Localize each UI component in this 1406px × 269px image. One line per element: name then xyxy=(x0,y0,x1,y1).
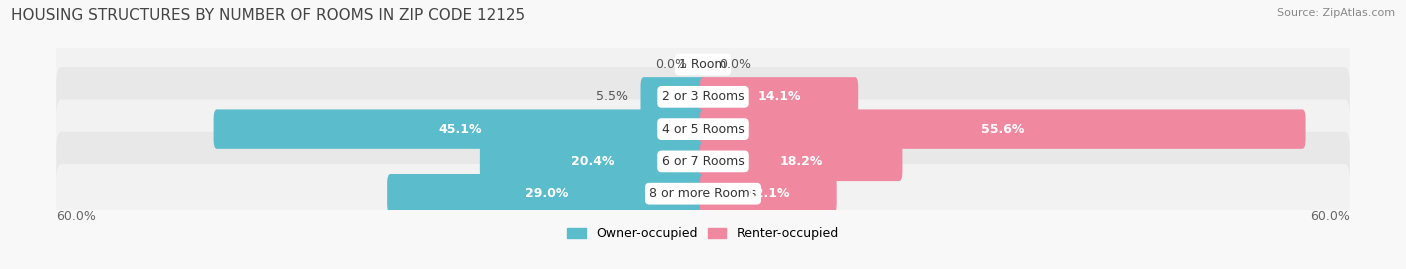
FancyBboxPatch shape xyxy=(700,77,858,116)
FancyBboxPatch shape xyxy=(700,142,903,181)
Text: 45.1%: 45.1% xyxy=(439,123,482,136)
Text: 5.5%: 5.5% xyxy=(596,90,627,103)
FancyBboxPatch shape xyxy=(700,109,1306,149)
Text: 8 or more Rooms: 8 or more Rooms xyxy=(650,187,756,200)
Text: 29.0%: 29.0% xyxy=(524,187,568,200)
Text: 1 Room: 1 Room xyxy=(679,58,727,71)
FancyBboxPatch shape xyxy=(214,109,706,149)
FancyBboxPatch shape xyxy=(56,132,1350,191)
FancyBboxPatch shape xyxy=(56,100,1350,159)
Text: HOUSING STRUCTURES BY NUMBER OF ROOMS IN ZIP CODE 12125: HOUSING STRUCTURES BY NUMBER OF ROOMS IN… xyxy=(11,8,526,23)
Text: 0.0%: 0.0% xyxy=(655,58,688,71)
Legend: Owner-occupied, Renter-occupied: Owner-occupied, Renter-occupied xyxy=(562,222,844,245)
FancyBboxPatch shape xyxy=(56,35,1350,94)
Text: Source: ZipAtlas.com: Source: ZipAtlas.com xyxy=(1277,8,1395,18)
Text: 55.6%: 55.6% xyxy=(981,123,1025,136)
Text: 0.0%: 0.0% xyxy=(720,58,751,71)
FancyBboxPatch shape xyxy=(387,174,706,213)
FancyBboxPatch shape xyxy=(641,77,706,116)
FancyBboxPatch shape xyxy=(56,67,1350,126)
Text: 2 or 3 Rooms: 2 or 3 Rooms xyxy=(662,90,744,103)
Text: 20.4%: 20.4% xyxy=(571,155,614,168)
Text: 6 or 7 Rooms: 6 or 7 Rooms xyxy=(662,155,744,168)
Text: 12.1%: 12.1% xyxy=(747,187,790,200)
FancyBboxPatch shape xyxy=(56,164,1350,223)
Text: 60.0%: 60.0% xyxy=(56,210,96,223)
Text: 14.1%: 14.1% xyxy=(758,90,801,103)
Text: 18.2%: 18.2% xyxy=(779,155,823,168)
FancyBboxPatch shape xyxy=(479,142,706,181)
FancyBboxPatch shape xyxy=(700,174,837,213)
Text: 60.0%: 60.0% xyxy=(1310,210,1350,223)
Text: 4 or 5 Rooms: 4 or 5 Rooms xyxy=(662,123,744,136)
